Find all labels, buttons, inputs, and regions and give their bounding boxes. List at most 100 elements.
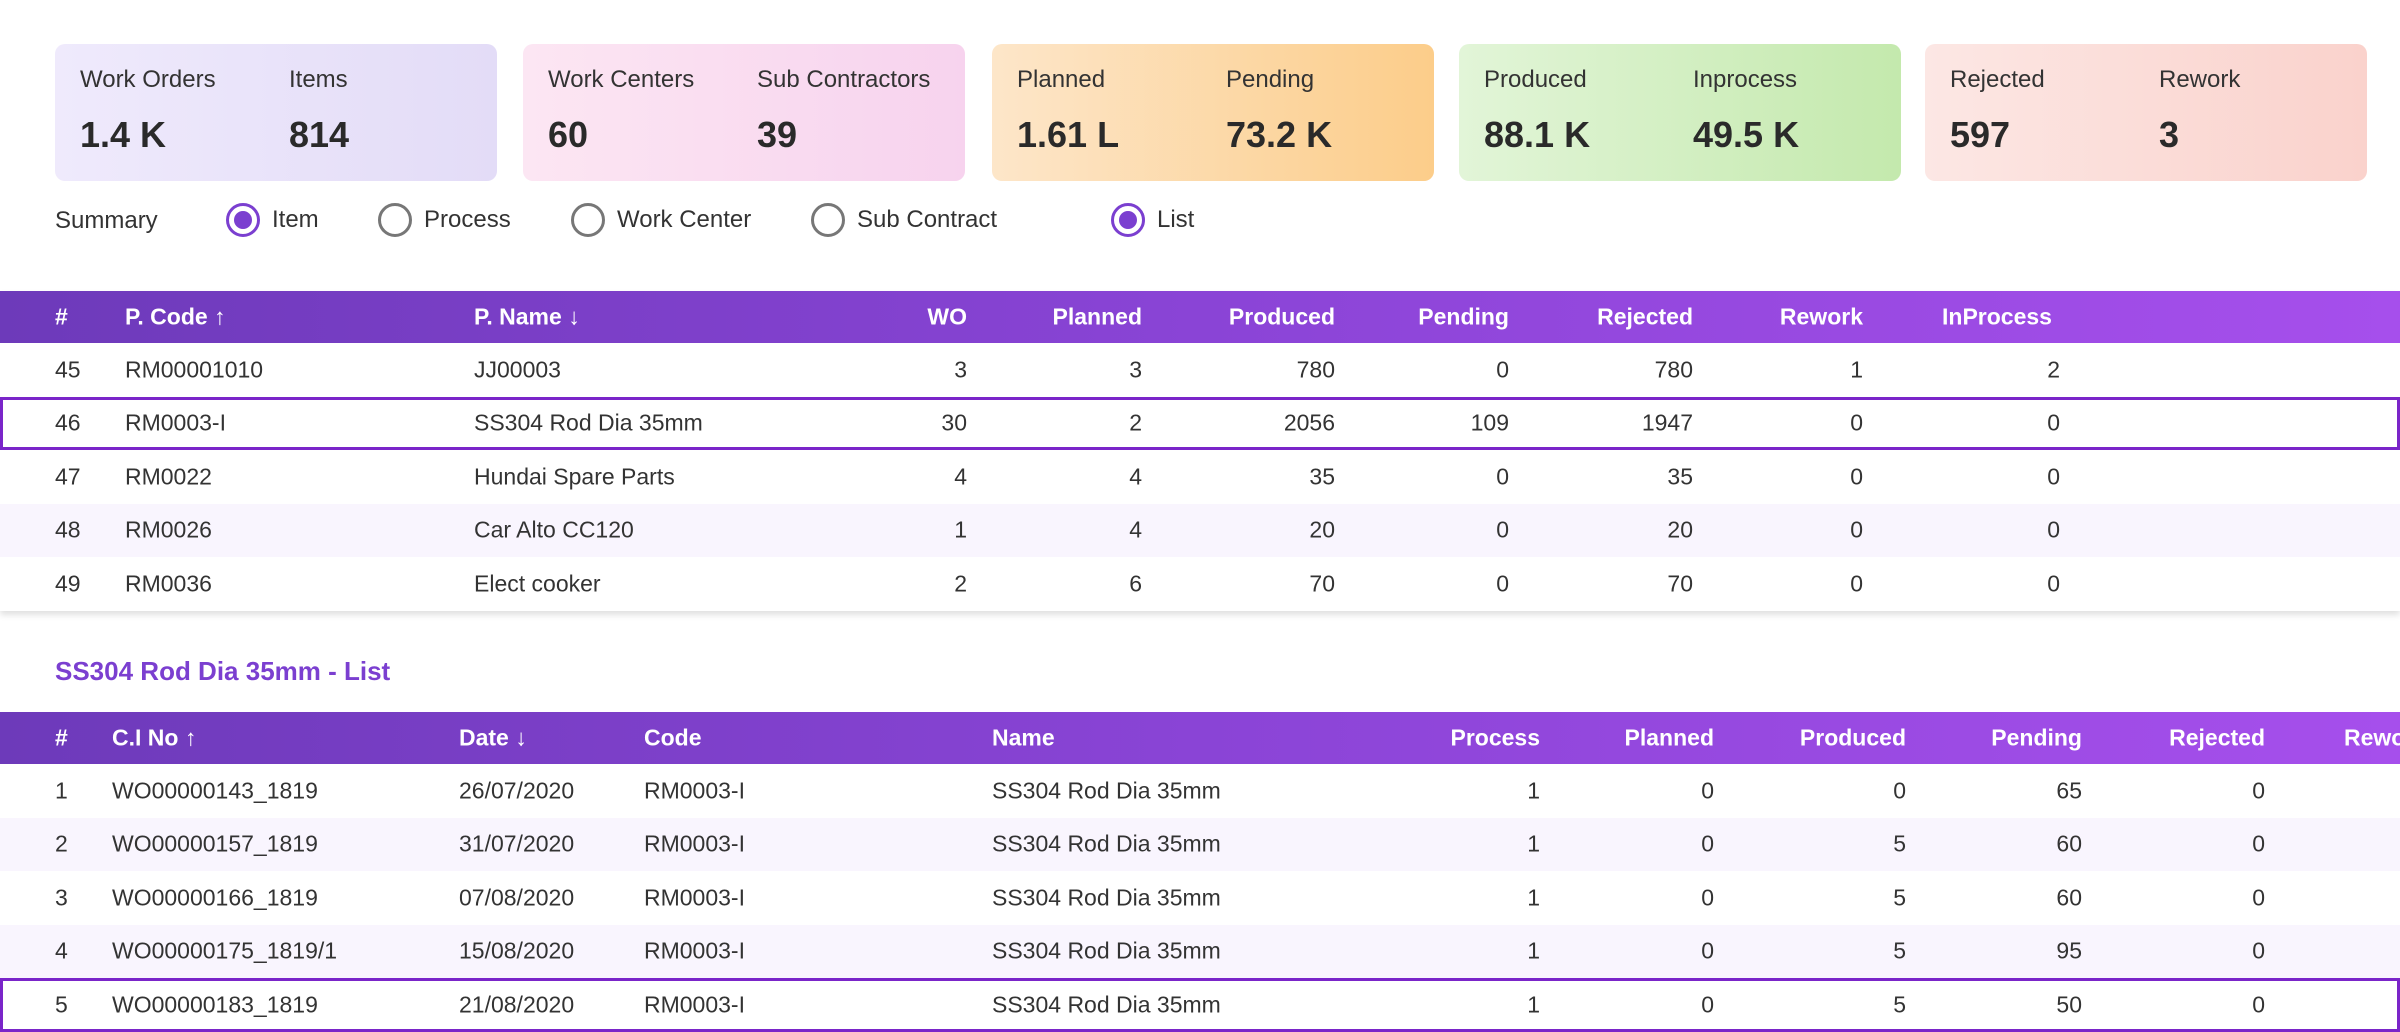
table-cell: Elect cooker <box>474 570 601 597</box>
table-row[interactable]: 1 WO00000143_1819 26/07/2020 RM0003-I SS304 … <box>0 764 2400 818</box>
stat-label: Items <box>289 66 348 93</box>
column-header[interactable]: WO <box>927 303 967 330</box>
stat-label: Sub Contractors <box>757 66 931 93</box>
table-row[interactable]: 46 RM0003-I SS304 Rod Dia 35mm 30 2 2056 109 19… <box>0 396 2400 450</box>
table-row[interactable]: 49 RM0036 Elect cooker 2 6 70 0 70 0 0 <box>0 557 2400 611</box>
radio-work-center[interactable]: Work Center <box>571 203 751 237</box>
table-header: # P. Code ↑ P. Name ↓ WO Planned Produced Pend… <box>0 291 2400 343</box>
table-header: # C.I No ↑ Date ↓ Code Name Process Planned Pro… <box>0 712 2400 764</box>
table-cell: 60 <box>2056 884 2082 911</box>
stat-rework: Rework 3 <box>2159 66 2240 156</box>
table-cell: 0 <box>2252 937 2265 964</box>
table-cell: 0 <box>2047 409 2060 436</box>
stat-work-orders: Work Orders 1.4 K <box>80 66 216 156</box>
table-cell: 47 <box>55 463 81 490</box>
stat-value: 1.61 L <box>1017 114 1120 155</box>
table-cell: 3 <box>954 356 967 383</box>
table-cell: 3 <box>1129 356 1142 383</box>
table-cell: 780 <box>1654 356 1693 383</box>
stat-value: 73.2 K <box>1226 114 1333 155</box>
table-cell: 0 <box>1701 937 1714 964</box>
column-header[interactable]: Produced <box>1799 724 1906 751</box>
table-cell: 31/07/2020 <box>459 830 575 857</box>
table-cell: 2 <box>954 570 967 597</box>
column-header[interactable]: Code <box>644 724 702 751</box>
table-cell: 0 <box>2047 463 2060 490</box>
column-header[interactable]: Planned <box>1624 724 1714 751</box>
table-body: 1 WO00000143_1819 26/07/2020 RM0003-I SS304 … <box>0 764 2400 1032</box>
table-cell: 20 <box>1309 516 1335 543</box>
radio-label: List <box>1157 206 1195 233</box>
column-header[interactable]: Rework <box>2344 724 2400 751</box>
column-header[interactable]: Name <box>992 724 1055 751</box>
stat-value: 3 <box>2159 114 2180 155</box>
table-row[interactable]: 45 RM00001010 JJ00003 3 3 780 0 780 1 2 <box>0 343 2400 397</box>
table-cell: 4 <box>55 937 68 964</box>
column-header[interactable]: Date ↓ <box>459 724 527 751</box>
table-cell: RM0026 <box>125 516 212 543</box>
table-cell: 70 <box>1667 570 1693 597</box>
table-cell: SS304 Rod Dia 35mm <box>474 409 703 436</box>
stat-label: Inprocess <box>1693 66 1798 93</box>
column-header[interactable]: InProcess <box>1942 303 2052 330</box>
table-cell: 65 <box>2056 777 2082 804</box>
column-header[interactable]: Rework <box>1779 303 1863 330</box>
column-header[interactable]: Rejected <box>2169 724 2265 751</box>
table-cell: 0 <box>1701 991 1714 1018</box>
column-header[interactable]: Produced <box>1228 303 1335 330</box>
column-header[interactable]: Rejected <box>1597 303 1693 330</box>
table-cell: 0 <box>1850 463 1863 490</box>
column-header[interactable]: Process <box>1450 724 1540 751</box>
table-cell: 0 <box>1496 463 1509 490</box>
column-header[interactable]: Pending <box>1991 724 2082 751</box>
stat-sub-contractors: Sub Contractors 39 <box>757 66 930 156</box>
stat-value: 88.1 K <box>1484 114 1591 155</box>
table-cell: SS304 Rod Dia 35mm <box>992 884 1221 911</box>
stat-card: Work Orders 1.4 K Items 814 <box>55 44 497 181</box>
table-cell: 4 <box>954 463 967 490</box>
table-cell: 46 <box>55 409 81 436</box>
column-header[interactable]: P. Code ↑ <box>125 303 226 330</box>
table-cell: RM00001010 <box>125 356 264 383</box>
table-cell: 780 <box>1296 356 1335 383</box>
table-cell: WO00000157_1819 <box>112 830 318 857</box>
table-cell: WO00000183_1819 <box>112 991 318 1018</box>
table-cell: 07/08/2020 <box>459 884 575 911</box>
table-row[interactable]: 2 WO00000157_1819 31/07/2020 RM0003-I SS304 … <box>0 817 2400 871</box>
stat-card: Rejected 597 Rework 3 <box>1925 44 2367 181</box>
table-cell: 4 <box>1129 516 1142 543</box>
table-cell: RM0003-I <box>125 409 226 436</box>
radio-item[interactable]: Item <box>226 203 319 237</box>
column-header[interactable]: Planned <box>1052 303 1142 330</box>
table-row[interactable]: 4 WO00000175_1819/1 15/08/2020 RM0003-I SS30… <box>0 924 2400 978</box>
table-cell: 95 <box>2056 937 2082 964</box>
stat-value: 60 <box>548 114 589 155</box>
radio-list[interactable]: List <box>1111 203 1194 237</box>
radio-process[interactable]: Process <box>378 203 511 237</box>
table-body: 45 RM00001010 JJ00003 3 3 780 0 780 1 2 46 RM0003-I… <box>0 343 2400 611</box>
table-cell: 1947 <box>1641 409 1693 436</box>
table-cell: 30 <box>941 409 967 436</box>
stat-label: Pending <box>1226 66 1315 93</box>
column-header[interactable]: C.I No ↑ <box>112 724 197 751</box>
table-cell: 1 <box>1527 991 1540 1018</box>
column-header[interactable]: Pending <box>1418 303 1509 330</box>
column-header[interactable]: # <box>55 303 68 330</box>
stat-label: Rework <box>2159 66 2241 93</box>
stat-card: Planned 1.61 L Pending 73.2 K <box>992 44 1434 181</box>
table-row[interactable]: 3 WO00000166_1819 07/08/2020 RM0003-I SS304 … <box>0 871 2400 925</box>
table-row[interactable]: 5 WO00000183_1819 21/08/2020 RM0003-I SS304 … <box>0 978 2400 1032</box>
column-header[interactable]: # <box>55 724 68 751</box>
table-cell: 1 <box>954 516 967 543</box>
table-row[interactable]: 47 RM0022 Hundai Spare Parts 4 4 35 0 35 0 0 <box>0 450 2400 504</box>
stat-label: Work Orders <box>80 66 216 93</box>
radio-sub-contract[interactable]: Sub Contract <box>811 203 997 237</box>
table-cell: 0 <box>1496 570 1509 597</box>
stat-label: Work Centers <box>548 66 695 93</box>
table-row[interactable]: 48 RM0026 Car Alto CC120 1 4 20 0 20 0 0 <box>0 503 2400 557</box>
table-cell: Car Alto CC120 <box>474 516 634 543</box>
table-cell: RM0003-I <box>644 884 745 911</box>
column-header[interactable]: P. Name ↓ <box>474 303 580 330</box>
table-cell: 2 <box>2047 356 2060 383</box>
stat-card: Work Centers 60 Sub Contractors 39 <box>523 44 965 181</box>
